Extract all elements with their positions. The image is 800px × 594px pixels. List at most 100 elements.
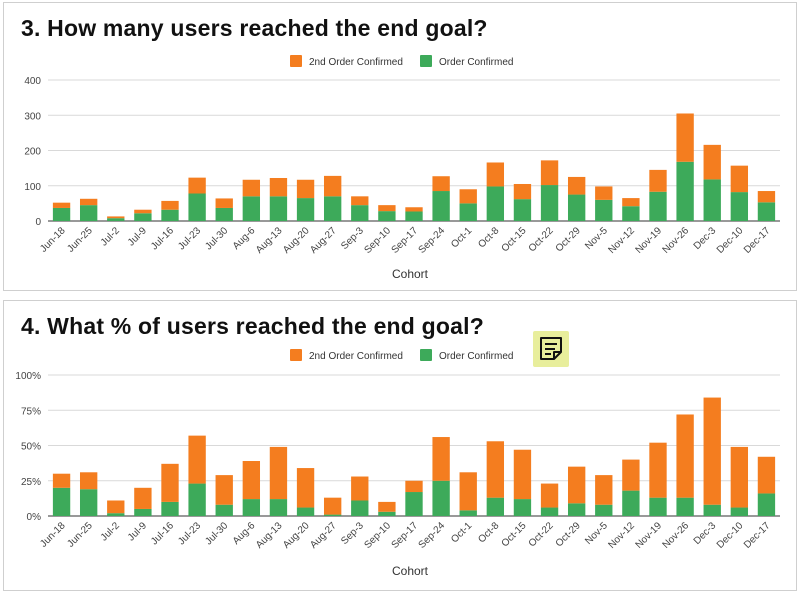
bar-2nd-order-confirmed	[323, 497, 342, 515]
bar-order-confirmed	[459, 510, 477, 516]
x-tick-label: Jul-30	[203, 225, 230, 252]
x-tick-label: Aug-27	[308, 520, 339, 551]
x-tick-label: Jul-9	[126, 225, 149, 248]
bar-order-confirmed	[703, 179, 721, 221]
x-tick-label: Jul-2	[99, 225, 122, 248]
bar-2nd-order-confirmed	[459, 472, 477, 511]
legend-label: Order Confirmed	[439, 57, 513, 68]
bar-2nd-order-confirmed	[730, 165, 749, 193]
legend-label: Order Confirmed	[439, 351, 513, 362]
bar-order-confirmed	[567, 503, 586, 516]
x-tick-label: Nov-19	[634, 225, 665, 256]
x-tick-label: Oct-15	[500, 520, 529, 549]
x-tick-label: Sep-17	[390, 225, 421, 256]
legend-swatch	[420, 55, 432, 67]
bar-order-confirmed	[134, 213, 152, 221]
y-tick-label: 200	[24, 147, 41, 158]
bar-order-confirmed	[405, 211, 423, 221]
bar-order-confirmed	[513, 199, 532, 221]
bar-2nd-order-confirmed	[513, 183, 532, 200]
bar-2nd-order-confirmed	[567, 466, 586, 504]
sticky-note-icon[interactable]	[533, 331, 569, 367]
bar-order-confirmed	[378, 211, 396, 221]
x-tick-label: Jul-16	[149, 520, 176, 547]
bar-2nd-order-confirmed	[188, 435, 206, 484]
bar-order-confirmed	[459, 203, 477, 221]
bar-order-confirmed	[188, 193, 206, 221]
x-tick-label: Dec-10	[715, 520, 746, 551]
bar-order-confirmed	[567, 194, 586, 221]
bar-order-confirmed	[351, 500, 369, 516]
x-tick-label: Oct-8	[476, 225, 501, 250]
x-tick-label: Nov-19	[634, 520, 665, 551]
bar-order-confirmed	[622, 490, 640, 516]
bar-order-confirmed	[188, 483, 206, 516]
x-tick-label: Jul-30	[203, 520, 230, 547]
bar-2nd-order-confirmed	[161, 463, 179, 502]
bar-order-confirmed	[540, 507, 559, 516]
x-tick-label: Oct-8	[476, 520, 501, 545]
bar-2nd-order-confirmed	[269, 446, 288, 500]
x-axis-title: Cohort	[392, 564, 429, 578]
bar-2nd-order-confirmed	[540, 483, 559, 508]
x-tick-label: Jul-16	[149, 225, 176, 252]
x-tick-label: Jul-2	[99, 520, 122, 543]
x-tick-label: Jul-9	[126, 520, 149, 543]
x-tick-label: Nov-26	[661, 520, 692, 551]
x-tick-label: Nov-26	[661, 225, 692, 256]
x-tick-label: Oct-29	[554, 225, 583, 254]
y-tick-label: 0	[35, 217, 41, 228]
x-tick-label: Sep-17	[390, 520, 421, 551]
bar-order-confirmed	[730, 192, 749, 221]
bar-2nd-order-confirmed	[79, 198, 98, 206]
chart-canvas: 0 100 200 300 400 2nd Order Confirmed Order Co…	[24, 55, 780, 281]
bar-order-confirmed	[676, 497, 694, 516]
chart-title: 3. How many users reached the end goal?	[21, 15, 488, 41]
x-tick-label: Sep-10	[362, 520, 393, 551]
bar-order-confirmed	[323, 196, 342, 221]
y-tick-label: 75%	[21, 406, 41, 417]
bar-order-confirmed	[486, 497, 505, 516]
bar-order-confirmed	[242, 196, 261, 221]
bar-order-confirmed	[323, 514, 342, 516]
x-tick-label: Oct-29	[554, 520, 583, 549]
y-tick-label: 300	[24, 111, 41, 122]
x-tick-label: Jun-18	[38, 225, 68, 255]
bar-2nd-order-confirmed	[432, 176, 450, 192]
bar-order-confirmed	[107, 513, 125, 516]
bar-2nd-order-confirmed	[486, 441, 505, 498]
bar-order-confirmed	[296, 198, 315, 221]
y-tick-label: 100	[24, 182, 41, 193]
bar-order-confirmed	[52, 207, 71, 221]
bar-order-confirmed	[378, 511, 396, 516]
x-tick-label: Aug-13	[254, 225, 285, 256]
bar-2nd-order-confirmed	[242, 461, 261, 500]
x-tick-label: Oct-15	[500, 225, 529, 254]
bar-order-confirmed	[540, 185, 559, 221]
bar-order-confirmed	[649, 191, 667, 221]
y-tick-label: 400	[24, 76, 41, 87]
bar-order-confirmed	[595, 504, 613, 516]
bar-2nd-order-confirmed	[296, 179, 315, 199]
bar-2nd-order-confirmed	[242, 179, 261, 197]
y-tick-label: 25%	[21, 477, 41, 488]
bar-2nd-order-confirmed	[52, 473, 71, 488]
bar-2nd-order-confirmed	[378, 501, 396, 512]
x-tick-label: Sep-24	[417, 225, 448, 256]
bar-2nd-order-confirmed	[757, 191, 776, 203]
bar-order-confirmed	[595, 199, 613, 221]
bar-2nd-order-confirmed	[323, 175, 342, 197]
bar-2nd-order-confirmed	[757, 456, 776, 494]
chart-panel-percent-reached: 4. What % of users reached the end goal?…	[3, 300, 797, 591]
bar-2nd-order-confirmed	[351, 476, 369, 501]
bar-order-confirmed	[622, 206, 640, 221]
chart-panel-users-reached: 3. How many users reached the end goal? …	[3, 2, 797, 291]
x-tick-label: Dec-10	[715, 225, 746, 256]
bar-order-confirmed	[432, 191, 450, 221]
bar-2nd-order-confirmed	[730, 446, 749, 508]
x-tick-label: Oct-1	[449, 225, 474, 250]
bar-order-confirmed	[486, 186, 505, 221]
y-tick-label: 50%	[21, 442, 41, 453]
legend-swatch	[290, 349, 302, 361]
bar-2nd-order-confirmed	[432, 437, 450, 481]
